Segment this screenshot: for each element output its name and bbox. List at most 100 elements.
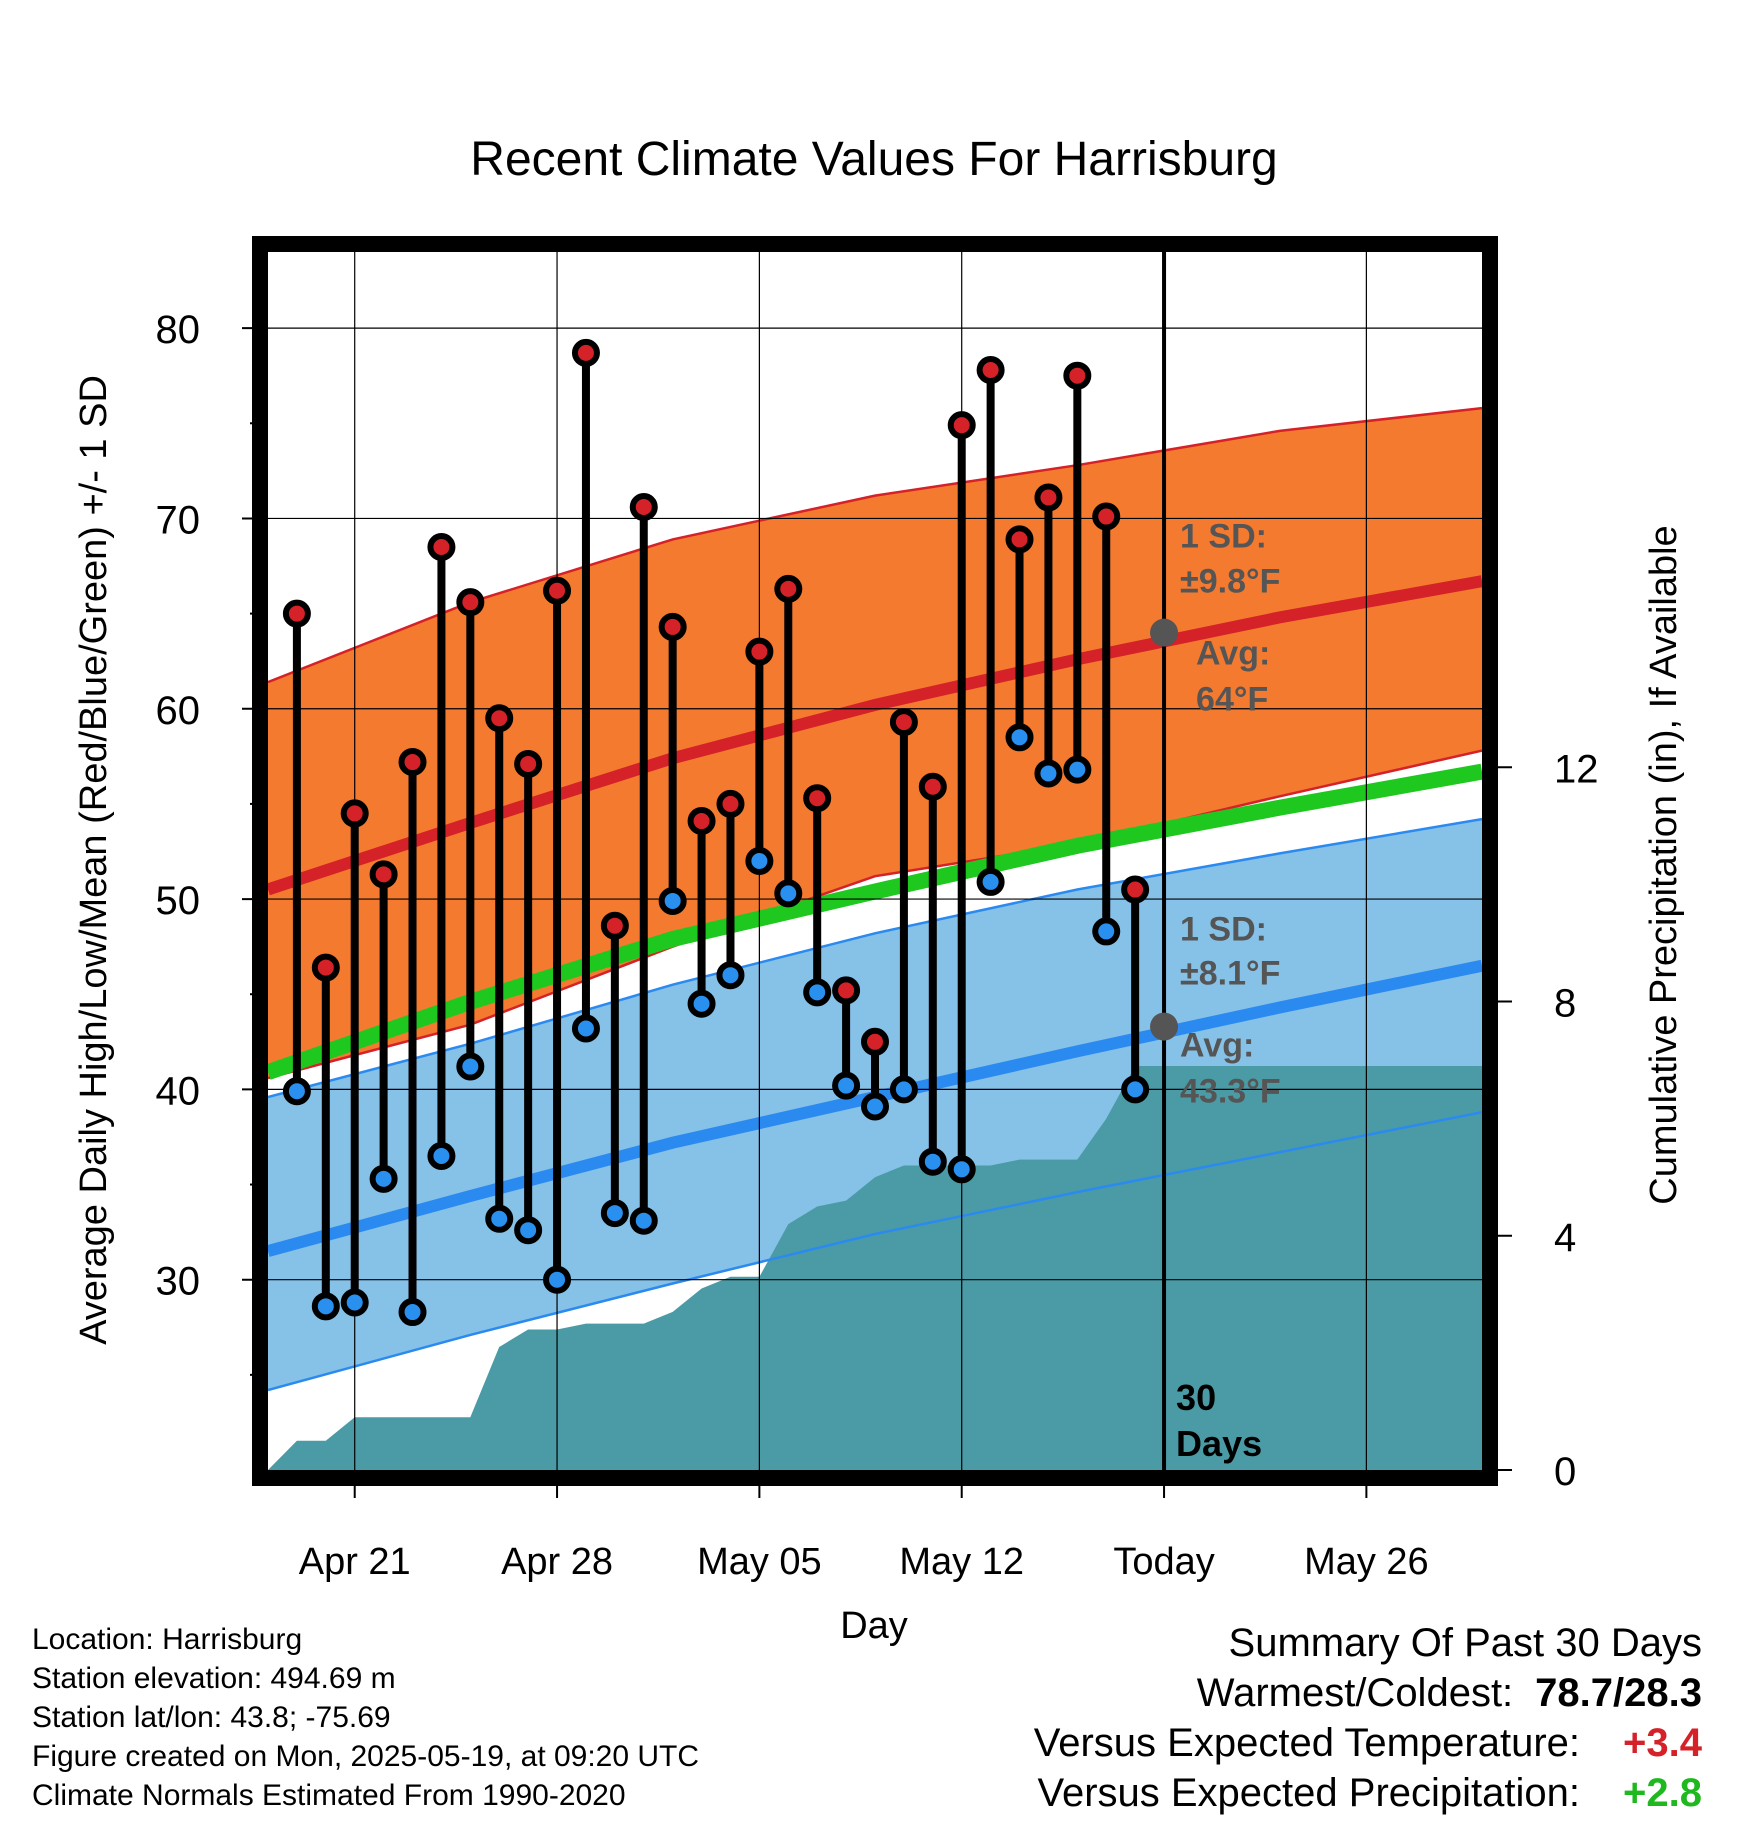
warm-cold-value: 78.7/28.3 [1535, 1671, 1702, 1715]
observed-low-point [918, 1147, 947, 1176]
x-axis-label: Day [840, 1605, 908, 1647]
observed-high-point [427, 532, 456, 561]
temp-row: Versus Expected Temperature: +3.4 [1034, 1718, 1702, 1768]
observed-high-point [282, 599, 311, 628]
observed-high-point [1121, 875, 1150, 904]
observed-low-point [1121, 1075, 1150, 1104]
plot-frame [252, 236, 1498, 1486]
elevation-text: Station elevation: 494.69 m [32, 1662, 396, 1695]
observed-low-point [456, 1052, 485, 1081]
x-tick-label: Today [1113, 1541, 1214, 1583]
created-text: Figure created on Mon, 2025-05-19, at 09… [32, 1740, 700, 1773]
warm-cold-label: Warmest/Coldest: [1196, 1671, 1514, 1715]
observed-high-point [311, 953, 340, 982]
observed-low-point [571, 1014, 600, 1043]
low-avg-value: 43.3°F [1180, 1073, 1281, 1111]
high-sd-value: ±9.8°F [1180, 563, 1280, 601]
high-sd-label: 1 SD: [1180, 518, 1267, 556]
observed-low-point [687, 989, 716, 1018]
precip-value: +2.8 [1623, 1771, 1702, 1815]
x-tick-label: Apr 21 [299, 1541, 411, 1583]
low-band-lower-edge [268, 1110, 1482, 1392]
observed-low-point [832, 1071, 861, 1100]
temp-value: +3.4 [1623, 1721, 1702, 1765]
precip-label: Versus Expected Precipitation: [1037, 1771, 1580, 1815]
observed-low-point [745, 847, 774, 875]
today-label-unit: Days [1176, 1423, 1262, 1464]
observed-low-point [311, 1292, 340, 1321]
observed-high-point [600, 911, 629, 940]
high-sd-band [268, 408, 1482, 1079]
chart-title: Recent Climate Values For Harrisburg [470, 133, 1277, 186]
left-y-tick-label: 60 [156, 689, 201, 733]
x-tick-label: May 26 [1304, 1541, 1429, 1583]
right-y-tick-label: 4 [1554, 1216, 1576, 1260]
observed-low-point [861, 1092, 889, 1121]
location-text: Location: Harrisburg [32, 1623, 303, 1656]
observed-low-point [947, 1155, 976, 1184]
right-y-tick-label: 0 [1554, 1450, 1576, 1494]
observed-high-point [1034, 483, 1063, 512]
low-sd-value: ±8.1°F [1180, 955, 1280, 993]
high-avg-value: 64°F [1196, 681, 1268, 719]
normal-low-marker [1150, 1012, 1179, 1041]
observed-high-point [398, 748, 427, 777]
observed-high-point [687, 807, 716, 836]
observed-high-point [803, 784, 832, 813]
observed-high-point [774, 574, 803, 603]
observed-high-point [629, 493, 658, 522]
observed-low-point [1005, 723, 1034, 752]
station-info: Location: Harrisburg Station elevation: … [32, 1620, 699, 1815]
latlon-text: Station lat/lon: 43.8; -75.69 [32, 1701, 391, 1734]
observed-low-point [340, 1288, 369, 1317]
x-tick-label: May 12 [899, 1541, 1024, 1583]
observed-high-point [1005, 525, 1034, 554]
observed-high-point [832, 976, 861, 1005]
observed-high-point [543, 576, 572, 605]
high-avg-label: Avg: [1196, 635, 1270, 673]
precipitation-area [268, 1066, 1482, 1470]
observed-low-point [1063, 755, 1092, 784]
observed-high-point [861, 1027, 889, 1056]
observed-low-point [369, 1164, 398, 1193]
low-avg-label: Avg: [1180, 1027, 1254, 1065]
observed-high-point [1092, 502, 1121, 531]
left-y-axis-label: Average Daily High/Low/Mean (Red/Blue/Gr… [73, 375, 115, 1345]
left-y-tick-label: 30 [156, 1260, 201, 1304]
left-y-tick-label: 50 [156, 879, 201, 923]
plot-area [268, 406, 1482, 1470]
observed-high-point [1063, 361, 1092, 390]
left-y-tick-label: 40 [156, 1069, 201, 1113]
x-tick-label: Apr 28 [501, 1541, 613, 1583]
observed-low-point [889, 1075, 918, 1104]
summary-title: Summary Of Past 30 Days [1228, 1621, 1702, 1665]
observed-high-point [340, 799, 369, 828]
right-y-axis-label: Cumulative Precipitation (in), If Availa… [1643, 525, 1685, 1204]
summary-panel: Summary Of Past 30 Days Warmest/Coldest:… [1034, 1618, 1702, 1818]
observed-high-point [889, 708, 918, 737]
observed-high-point [976, 355, 1005, 384]
observed-high-point [514, 749, 543, 778]
observed-high-point [456, 588, 485, 617]
observed-low-point [600, 1199, 629, 1228]
observed-low-point [485, 1204, 514, 1233]
observed-low-point [1034, 759, 1063, 788]
observed-high-point [485, 704, 514, 733]
normals-text: Climate Normals Estimated From 1990-2020 [32, 1779, 626, 1812]
observed-low-point [658, 886, 687, 915]
observed-high-point [571, 338, 600, 367]
observed-low-point [803, 978, 832, 1007]
temp-label: Versus Expected Temperature: [1033, 1721, 1580, 1765]
observed-low-point [543, 1265, 572, 1294]
observed-low-point [629, 1206, 658, 1235]
normal-high-marker [1150, 618, 1179, 647]
observed-high-point [745, 637, 774, 666]
observed-low-point [1092, 917, 1121, 946]
observed-high-point [658, 612, 687, 641]
observed-high-point [716, 789, 745, 818]
low-sd-label: 1 SD: [1180, 911, 1267, 949]
observed-low-point [514, 1216, 543, 1245]
x-tick-label: May 05 [697, 1541, 822, 1583]
observed-low-point [774, 879, 803, 908]
